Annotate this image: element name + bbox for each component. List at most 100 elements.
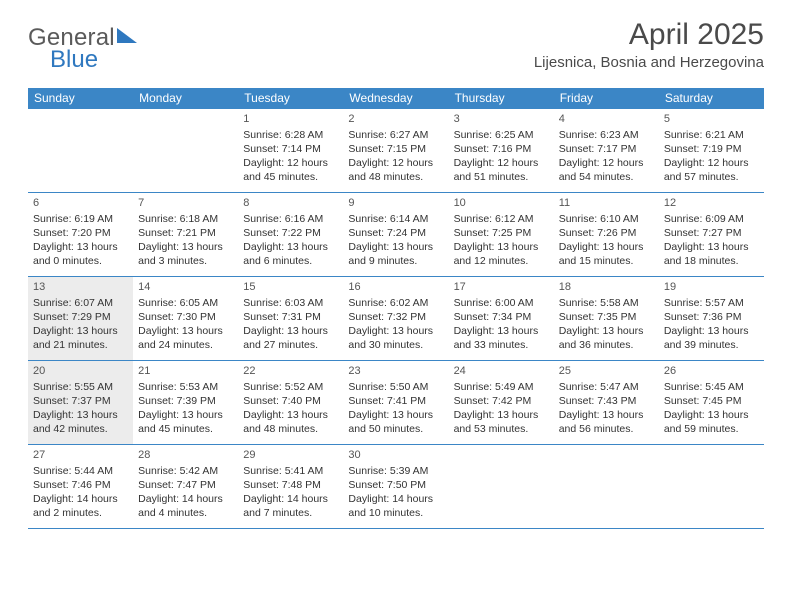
sunset-text: Sunset: 7:48 PM	[243, 478, 338, 492]
day-number: 26	[664, 364, 759, 379]
day-header-monday: Monday	[133, 88, 238, 109]
month-title: April 2025	[534, 18, 764, 52]
day-number: 8	[243, 196, 338, 211]
sunrise-text: Sunrise: 5:41 AM	[243, 464, 338, 478]
daylight-text: Daylight: 12 hours and 48 minutes.	[348, 156, 443, 184]
sunrise-text: Sunrise: 5:57 AM	[664, 296, 759, 310]
sunrise-text: Sunrise: 5:49 AM	[454, 380, 549, 394]
day-cell: 4Sunrise: 6:23 AMSunset: 7:17 PMDaylight…	[554, 109, 659, 192]
day-cell: 26Sunrise: 5:45 AMSunset: 7:45 PMDayligh…	[659, 361, 764, 444]
sunrise-text: Sunrise: 6:27 AM	[348, 128, 443, 142]
sunrise-text: Sunrise: 5:44 AM	[33, 464, 128, 478]
sunrise-text: Sunrise: 5:53 AM	[138, 380, 233, 394]
sunset-text: Sunset: 7:14 PM	[243, 142, 338, 156]
daylight-text: Daylight: 13 hours and 21 minutes.	[33, 324, 128, 352]
sunset-text: Sunset: 7:36 PM	[664, 310, 759, 324]
sunrise-text: Sunrise: 6:12 AM	[454, 212, 549, 226]
day-header-tuesday: Tuesday	[238, 88, 343, 109]
daylight-text: Daylight: 13 hours and 9 minutes.	[348, 240, 443, 268]
day-cell: 17Sunrise: 6:00 AMSunset: 7:34 PMDayligh…	[449, 277, 554, 360]
daylight-text: Daylight: 14 hours and 4 minutes.	[138, 492, 233, 520]
sunset-text: Sunset: 7:39 PM	[138, 394, 233, 408]
day-cell: 19Sunrise: 5:57 AMSunset: 7:36 PMDayligh…	[659, 277, 764, 360]
day-number: 27	[33, 448, 128, 463]
daylight-text: Daylight: 13 hours and 15 minutes.	[559, 240, 654, 268]
sunrise-text: Sunrise: 5:58 AM	[559, 296, 654, 310]
day-header-wednesday: Wednesday	[343, 88, 448, 109]
logo-text: General Blue	[28, 24, 137, 80]
daylight-text: Daylight: 14 hours and 7 minutes.	[243, 492, 338, 520]
daylight-text: Daylight: 13 hours and 33 minutes.	[454, 324, 549, 352]
day-cell: 20Sunrise: 5:55 AMSunset: 7:37 PMDayligh…	[28, 361, 133, 444]
daylight-text: Daylight: 13 hours and 59 minutes.	[664, 408, 759, 436]
day-number: 29	[243, 448, 338, 463]
day-cell: 14Sunrise: 6:05 AMSunset: 7:30 PMDayligh…	[133, 277, 238, 360]
sunset-text: Sunset: 7:45 PM	[664, 394, 759, 408]
sunrise-text: Sunrise: 6:09 AM	[664, 212, 759, 226]
day-number: 6	[33, 196, 128, 211]
daylight-text: Daylight: 13 hours and 18 minutes.	[664, 240, 759, 268]
sunrise-text: Sunrise: 6:18 AM	[138, 212, 233, 226]
daylight-text: Daylight: 13 hours and 30 minutes.	[348, 324, 443, 352]
sunset-text: Sunset: 7:40 PM	[243, 394, 338, 408]
sunset-text: Sunset: 7:15 PM	[348, 142, 443, 156]
sunset-text: Sunset: 7:16 PM	[454, 142, 549, 156]
day-number: 30	[348, 448, 443, 463]
day-cell	[659, 445, 764, 528]
day-header-row: Sunday Monday Tuesday Wednesday Thursday…	[28, 88, 764, 109]
daylight-text: Daylight: 12 hours and 57 minutes.	[664, 156, 759, 184]
day-cell: 11Sunrise: 6:10 AMSunset: 7:26 PMDayligh…	[554, 193, 659, 276]
day-cell: 15Sunrise: 6:03 AMSunset: 7:31 PMDayligh…	[238, 277, 343, 360]
day-number: 18	[559, 280, 654, 295]
day-number: 7	[138, 196, 233, 211]
day-cell: 7Sunrise: 6:18 AMSunset: 7:21 PMDaylight…	[133, 193, 238, 276]
day-number: 15	[243, 280, 338, 295]
day-header-saturday: Saturday	[659, 88, 764, 109]
sunset-text: Sunset: 7:46 PM	[33, 478, 128, 492]
sunrise-text: Sunrise: 6:07 AM	[33, 296, 128, 310]
sunset-text: Sunset: 7:50 PM	[348, 478, 443, 492]
day-number: 10	[454, 196, 549, 211]
header-row: General Blue April 2025 Lijesnica, Bosni…	[28, 18, 764, 80]
sunrise-text: Sunrise: 5:50 AM	[348, 380, 443, 394]
daylight-text: Daylight: 14 hours and 10 minutes.	[348, 492, 443, 520]
day-number: 28	[138, 448, 233, 463]
day-cell: 16Sunrise: 6:02 AMSunset: 7:32 PMDayligh…	[343, 277, 448, 360]
logo-text-blue: Blue	[50, 46, 98, 73]
daylight-text: Daylight: 13 hours and 42 minutes.	[33, 408, 128, 436]
sunrise-text: Sunrise: 6:28 AM	[243, 128, 338, 142]
sunset-text: Sunset: 7:42 PM	[454, 394, 549, 408]
day-header-sunday: Sunday	[28, 88, 133, 109]
sunrise-text: Sunrise: 5:45 AM	[664, 380, 759, 394]
sunset-text: Sunset: 7:24 PM	[348, 226, 443, 240]
day-cell: 12Sunrise: 6:09 AMSunset: 7:27 PMDayligh…	[659, 193, 764, 276]
day-cell: 22Sunrise: 5:52 AMSunset: 7:40 PMDayligh…	[238, 361, 343, 444]
daylight-text: Daylight: 13 hours and 39 minutes.	[664, 324, 759, 352]
sunset-text: Sunset: 7:21 PM	[138, 226, 233, 240]
sunset-text: Sunset: 7:41 PM	[348, 394, 443, 408]
sunrise-text: Sunrise: 6:00 AM	[454, 296, 549, 310]
sunrise-text: Sunrise: 6:19 AM	[33, 212, 128, 226]
day-header-thursday: Thursday	[449, 88, 554, 109]
daylight-text: Daylight: 13 hours and 27 minutes.	[243, 324, 338, 352]
sunrise-text: Sunrise: 6:05 AM	[138, 296, 233, 310]
sunrise-text: Sunrise: 6:03 AM	[243, 296, 338, 310]
day-cell	[133, 109, 238, 192]
week-row: 6Sunrise: 6:19 AMSunset: 7:20 PMDaylight…	[28, 193, 764, 277]
daylight-text: Daylight: 13 hours and 56 minutes.	[559, 408, 654, 436]
calendar-page: General Blue April 2025 Lijesnica, Bosni…	[0, 0, 792, 529]
sunset-text: Sunset: 7:27 PM	[664, 226, 759, 240]
daylight-text: Daylight: 13 hours and 12 minutes.	[454, 240, 549, 268]
logo: General Blue	[28, 18, 137, 80]
week-row: 27Sunrise: 5:44 AMSunset: 7:46 PM Dayligh…	[28, 445, 764, 529]
day-number: 11	[559, 196, 654, 211]
sunrise-text: Sunrise: 6:21 AM	[664, 128, 759, 142]
sunset-text: Sunset: 7:22 PM	[243, 226, 338, 240]
daylight-text: Daylight: 12 hours and 51 minutes.	[454, 156, 549, 184]
day-cell: 3Sunrise: 6:25 AMSunset: 7:16 PMDaylight…	[449, 109, 554, 192]
day-cell: 5Sunrise: 6:21 AMSunset: 7:19 PMDaylight…	[659, 109, 764, 192]
day-cell: 21Sunrise: 5:53 AMSunset: 7:39 PMDayligh…	[133, 361, 238, 444]
day-cell: 9Sunrise: 6:14 AMSunset: 7:24 PMDaylight…	[343, 193, 448, 276]
day-cell: 29Sunrise: 5:41 AMSunset: 7:48 PMDayligh…	[238, 445, 343, 528]
daylight-text: Daylight: 13 hours and 3 minutes.	[138, 240, 233, 268]
